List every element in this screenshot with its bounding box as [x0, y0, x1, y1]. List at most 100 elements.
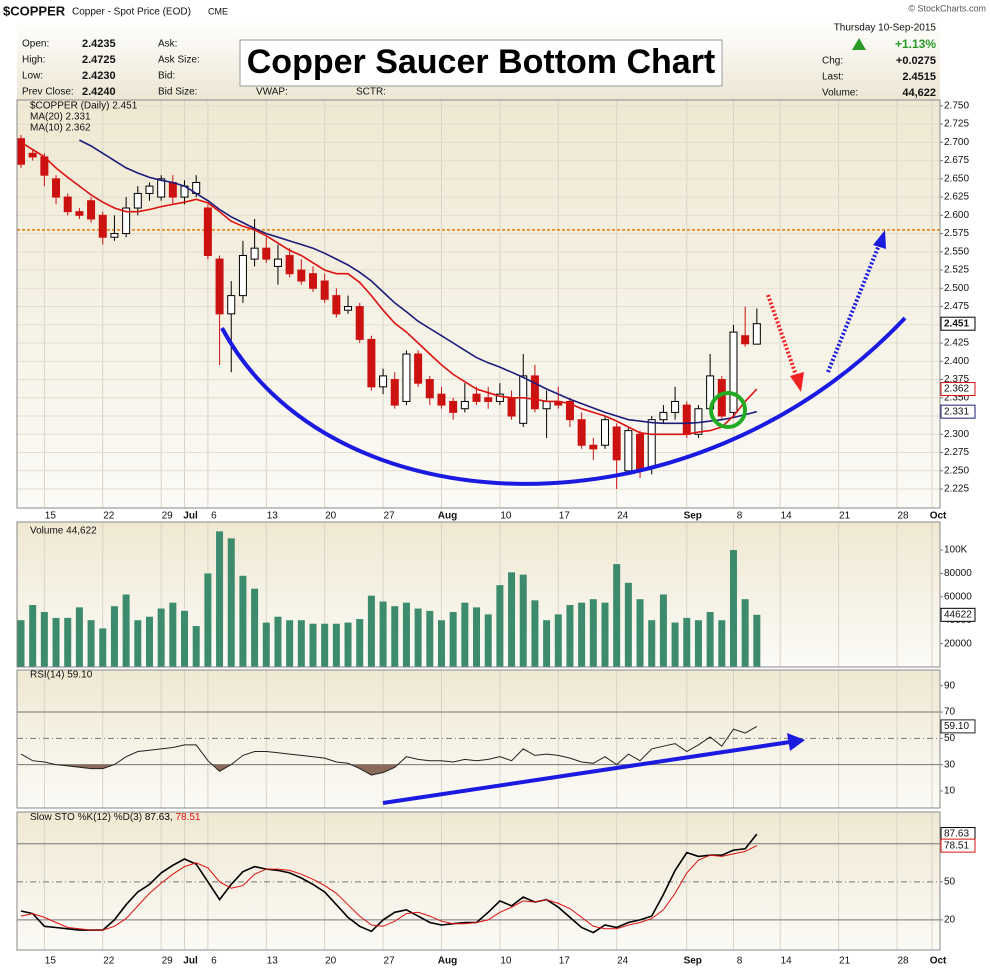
y-tick-label: 2.475	[944, 301, 969, 312]
volume-bar	[227, 538, 235, 667]
candle-body	[238, 254, 247, 297]
y-tick-label: 2.700	[944, 137, 969, 148]
value-tag-label: 87.63	[944, 829, 969, 840]
y-tick-label: 20	[944, 915, 956, 926]
volume-bar	[706, 612, 714, 667]
candle-body	[273, 258, 282, 267]
x-tick-label: 20	[325, 511, 337, 522]
summary-label: Last:	[822, 72, 844, 83]
x-tick-label: 15	[45, 511, 57, 522]
market-label: Ask Size:	[158, 55, 200, 66]
volume-bar	[274, 616, 282, 667]
volume-bar	[17, 620, 25, 667]
volume-bar	[461, 602, 469, 667]
volume-bar	[110, 606, 118, 667]
candle-body	[355, 306, 364, 340]
volume-legend: Volume 44,622	[30, 526, 97, 537]
candle-body	[647, 419, 656, 468]
x-tick-label: 27	[384, 956, 396, 967]
x-tick-label: 28	[897, 956, 909, 967]
quote-label: Open:	[22, 39, 49, 50]
candle-body	[87, 200, 96, 220]
volume-bar	[52, 617, 60, 667]
candle-body	[379, 375, 388, 388]
moving-average	[20, 141, 758, 436]
volume-bar	[753, 614, 761, 667]
candle-body	[449, 400, 458, 413]
volume-bar	[87, 620, 95, 667]
x-tick-label: 14	[781, 511, 793, 522]
x-tick-label: 29	[162, 511, 174, 522]
volume-bar	[40, 612, 48, 667]
quote-label: Low:	[22, 71, 43, 82]
quote-date: Thursday 10-Sep-2015	[834, 23, 937, 34]
volume-bar	[566, 605, 574, 667]
y-tick-label: 50	[944, 876, 956, 887]
candle-body	[589, 444, 598, 450]
sto-d-value: 78.51	[175, 812, 200, 823]
quote-label: Prev Close:	[22, 87, 74, 98]
candle-body	[227, 295, 236, 315]
volume-bar	[718, 620, 726, 667]
chart-title: Copper Saucer Bottom Chart	[247, 43, 716, 81]
y-tick-label: 2.300	[944, 429, 969, 440]
summary-label: Volume:	[822, 88, 858, 99]
value-tag	[940, 382, 976, 397]
ma-legend: MA(10) 2.362	[30, 123, 91, 134]
quote-label: High:	[22, 55, 45, 66]
summary-value: 44,622	[902, 87, 936, 99]
rsi-panel	[17, 670, 940, 808]
sto-frame	[16, 811, 941, 951]
x-tick-label: 8	[737, 511, 743, 522]
volume-bar	[741, 599, 749, 667]
candle-body	[565, 400, 574, 421]
volume-bar	[589, 599, 597, 667]
sto-legend: Slow STO %K(12) %D(3) 87.63, 78.51	[30, 812, 201, 823]
volume-bar	[402, 602, 410, 667]
candle-body	[332, 295, 341, 315]
quote-value: 2.4235	[82, 38, 116, 50]
x-tick-label: Sep	[684, 511, 702, 522]
y-tick-label: 2.275	[944, 447, 969, 458]
ma-legend: MA(20) 2.331	[30, 112, 91, 123]
sto-k-value: 87.63,	[145, 812, 173, 823]
volume-bar	[297, 620, 305, 667]
x-tick-label: Aug	[438, 956, 457, 967]
value-tag-label: 2.362	[944, 384, 969, 395]
x-tick-label: 29	[162, 956, 174, 967]
extra-label: VWAP:	[256, 87, 288, 98]
summary-value: 2.4515	[902, 71, 936, 83]
y-tick-label: 2.650	[944, 173, 969, 184]
candle-body	[320, 280, 329, 300]
exchange: CME	[208, 6, 228, 16]
volume-bar	[356, 619, 364, 667]
x-tick-label: 21	[839, 511, 851, 522]
x-tick-label: 20	[325, 956, 337, 967]
volume-bar	[262, 622, 270, 667]
volume-bar	[29, 605, 37, 667]
y-tick-label: 2.550	[944, 246, 969, 257]
value-tag	[940, 838, 976, 853]
volume-bar	[204, 573, 212, 667]
candle-body	[752, 323, 761, 345]
rsi-legend: RSI(14) 59.10	[30, 670, 93, 681]
candle-body	[168, 181, 177, 198]
x-tick-label: Jul	[183, 511, 198, 522]
market-label: Ask:	[158, 39, 177, 50]
x-tick-label: 15	[45, 956, 57, 967]
price-legend: $COPPER (Daily) 2.451	[30, 101, 138, 112]
candle-body	[577, 419, 586, 446]
moving-average	[79, 139, 757, 425]
candle-body	[519, 375, 528, 424]
up-arrow	[826, 244, 881, 373]
x-tick-label: 6	[211, 956, 217, 967]
y-tick-label: 2.675	[944, 155, 969, 166]
candle-body	[682, 404, 691, 435]
volume-bar	[729, 550, 737, 667]
candle-body	[425, 379, 434, 399]
quote-value: 2.4240	[82, 86, 116, 98]
volume-bar	[671, 622, 679, 667]
x-tick-label: 13	[267, 956, 279, 967]
volume-bar	[473, 607, 481, 667]
volume-bar	[99, 628, 107, 667]
